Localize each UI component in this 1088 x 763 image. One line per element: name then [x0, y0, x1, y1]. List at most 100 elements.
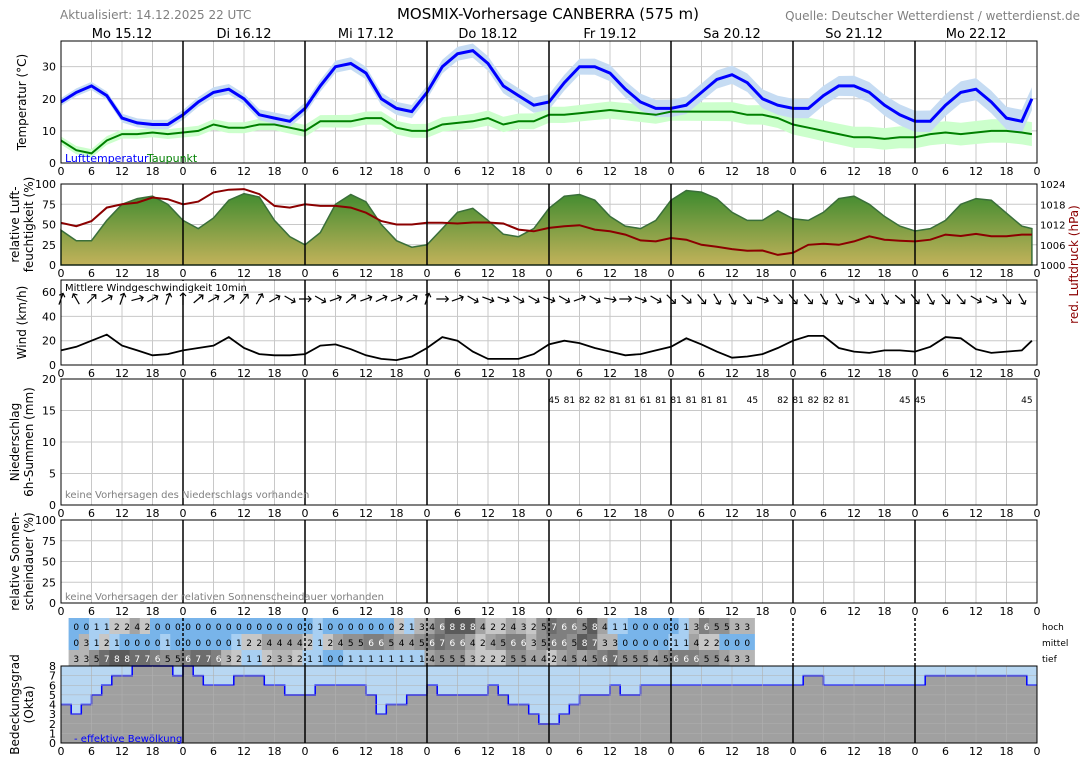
y-axis-label: relative Sonnen- [8, 512, 22, 611]
x-tick-label: 6 [942, 605, 949, 618]
wind-arrow-head [444, 295, 450, 303]
wind-arrow-head [307, 295, 312, 303]
cloud-value: 0 [653, 639, 659, 649]
x-tick-label: 12 [359, 605, 373, 618]
cloud-value: 0 [73, 623, 79, 633]
panel-border [60, 279, 1038, 366]
wind-arrow [58, 292, 66, 305]
x-tick-label: 12 [237, 605, 251, 618]
wind-arrow-shaft [406, 295, 418, 303]
cloud-value: 2 [704, 639, 710, 649]
x-tick-label: 6 [576, 367, 583, 380]
x-tick-label: 12 [847, 605, 861, 618]
cloud-value: 3 [84, 655, 90, 665]
wind-arrow [926, 293, 935, 305]
x-tick-label: 0 [546, 507, 553, 520]
cloud-value: 4 [511, 623, 517, 633]
wind-arrow-shaft [835, 293, 843, 305]
panel-border [60, 40, 1038, 164]
wind-arrow [436, 295, 450, 303]
x-tick-label: 6 [942, 367, 949, 380]
x-tick-label: 6 [88, 507, 95, 520]
wind-arrow-head [119, 292, 127, 298]
cloud-value: 0 [236, 623, 242, 633]
cloud-value: 4 [297, 639, 303, 649]
wind-arrow-shaft [165, 293, 171, 305]
x-tick-label: 18 [1000, 605, 1014, 618]
wind-arrow-shaft [451, 296, 464, 302]
wind-arrow-head [179, 292, 187, 297]
wind-arrow-head [321, 297, 327, 304]
wind-arrow-head [992, 297, 998, 304]
y-tick-label: 20 [42, 335, 56, 348]
cloud-value: 2 [256, 639, 262, 649]
x-tick-label: 18 [878, 367, 892, 380]
x-tick-label: 18 [268, 507, 282, 520]
wind-arrow [1002, 294, 1012, 305]
cloud-value: 2 [480, 639, 486, 649]
wind-arrow [165, 292, 173, 305]
x-tick-label: 0 [58, 165, 65, 178]
cloud-value: 1 [246, 655, 252, 665]
probability-label: 81 [564, 396, 575, 406]
y-axis-label: feuchtigkeit (%) [22, 177, 36, 273]
cloud-value: 1 [368, 655, 374, 665]
cloud-value: 4 [429, 655, 435, 665]
cloud-value: 8 [124, 655, 130, 665]
wind-arrow-shaft [193, 294, 204, 304]
x-tick-label: 6 [576, 267, 583, 280]
y-tick-label: 0 [49, 737, 56, 750]
cloud-value: 5 [572, 639, 578, 649]
probability-label: 82 [777, 396, 788, 406]
x-tick-label: 6 [942, 507, 949, 520]
y-tick-label: 40 [42, 310, 56, 323]
x-tick-label: 6 [88, 605, 95, 618]
wind-arrow-head [534, 297, 540, 304]
cloud-value: 5 [633, 655, 639, 665]
x-tick-label: 12 [603, 745, 617, 758]
wind-arrow-head [715, 299, 722, 305]
cloud-value: 2 [297, 655, 303, 665]
cloud-value: 4 [429, 623, 435, 633]
cloud-value: 2 [399, 623, 405, 633]
cloud-value: 5 [165, 655, 171, 665]
x-tick-label: 12 [847, 367, 861, 380]
x-tick-label: 12 [237, 267, 251, 280]
x-tick-label: 6 [88, 165, 95, 178]
y-tick-label: 2 [49, 718, 56, 731]
cloud-value: 0 [622, 639, 628, 649]
wind-arrow [910, 294, 920, 305]
wind-arrow [985, 295, 998, 304]
probability-label: 81 [686, 396, 697, 406]
wind-arrow [255, 293, 264, 305]
wind-arrow-head [459, 294, 464, 302]
cloud-value: 6 [561, 639, 567, 649]
cloud-value: 0 [134, 639, 140, 649]
cloud-value: 1 [317, 623, 323, 633]
cloud-value: 0 [663, 639, 669, 649]
cloud-value: 3 [531, 639, 537, 649]
cloud-value: 0 [358, 623, 364, 633]
x-tick-label: 18 [878, 507, 892, 520]
x-tick-label: 0 [1034, 367, 1041, 380]
wind-arrow [119, 292, 127, 305]
x-tick-label: 18 [390, 605, 404, 618]
source-label: Quelle: Deutscher Wetterdienst / wetterd… [785, 9, 1080, 23]
cloud-value: 7 [195, 655, 201, 665]
cloud-value: 1 [399, 655, 405, 665]
cloud-value: 6 [439, 623, 445, 633]
wind-arrow [497, 296, 510, 304]
y2-tick-label: 1000 [1040, 261, 1065, 272]
x-tick-label: 0 [912, 367, 919, 380]
x-tick-label: 18 [512, 367, 526, 380]
x-tick-label: 12 [969, 507, 983, 520]
wind-arrow-shaft [284, 295, 296, 303]
x-tick-label: 18 [512, 267, 526, 280]
wind-arrow [666, 294, 676, 304]
x-tick-label: 0 [302, 267, 309, 280]
cloud-value: 0 [175, 623, 181, 633]
x-tick-label: 0 [58, 267, 65, 280]
x-tick-label: 6 [820, 507, 827, 520]
wind-arrow-shaft [880, 293, 889, 305]
